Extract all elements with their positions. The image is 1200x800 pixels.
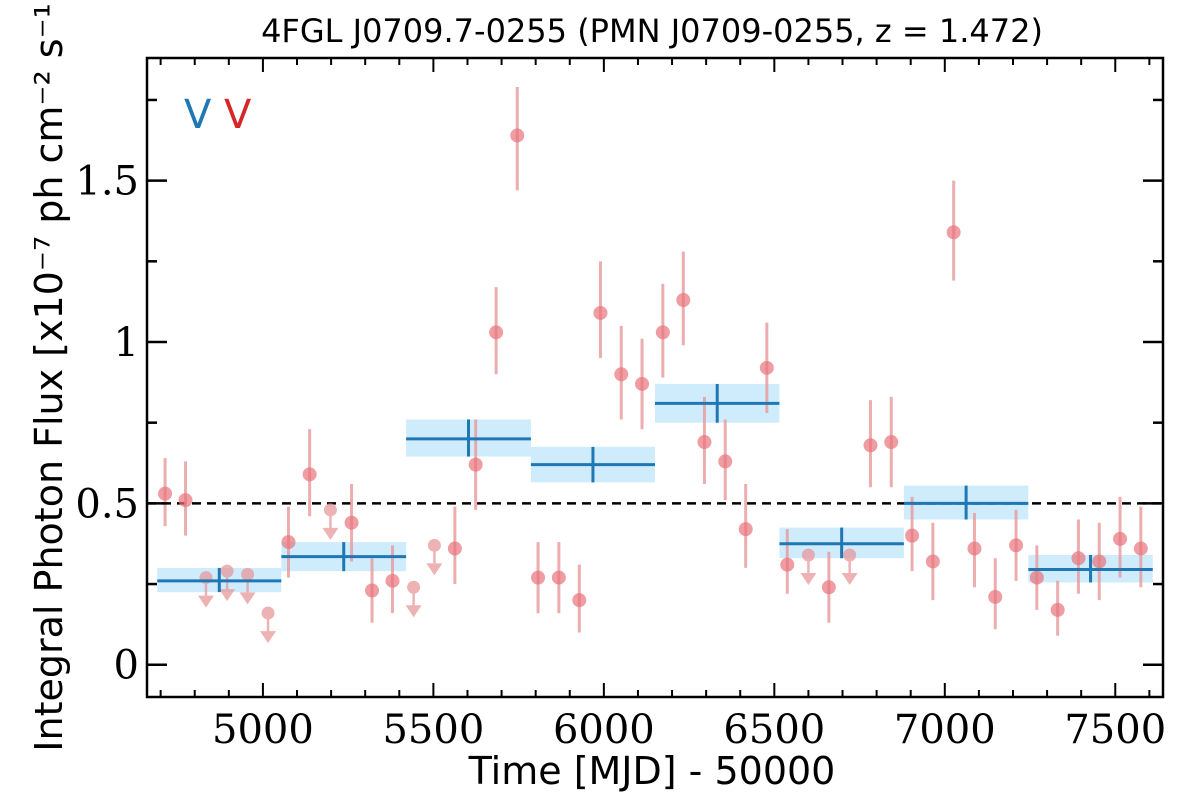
x-tick-label: 5500 bbox=[382, 707, 484, 753]
detection-point bbox=[655, 325, 670, 340]
detection-point bbox=[738, 522, 753, 537]
x-tick-label: 7000 bbox=[894, 707, 996, 753]
chart-title: 4FGL J0709.7-0255 (PMN J0709-0255, z = 1… bbox=[261, 12, 1043, 50]
detection-point bbox=[447, 541, 462, 556]
axes-frame bbox=[145, 56, 1165, 699]
detection-point bbox=[718, 454, 733, 469]
detection-point bbox=[884, 435, 899, 450]
y-tick-label: 1 bbox=[114, 320, 139, 366]
detection-point bbox=[821, 580, 836, 595]
long-bin-bands bbox=[157, 383, 1153, 593]
detection-point bbox=[593, 305, 608, 320]
upper-limit-arrow bbox=[800, 573, 817, 585]
detection-point bbox=[697, 435, 712, 450]
x-tick-label: 6500 bbox=[723, 707, 825, 753]
detection-point bbox=[614, 367, 629, 382]
legend-mark-short: V bbox=[224, 92, 252, 138]
detection-point bbox=[967, 541, 982, 556]
upper-limit-arrow bbox=[405, 605, 422, 618]
detection-point bbox=[1029, 570, 1044, 585]
y-tick-label: 0 bbox=[114, 643, 139, 689]
detection-point bbox=[572, 593, 587, 608]
detection-point bbox=[1113, 531, 1128, 546]
tick-labels: 5000 5500 6000 6500 7000 7500 0 0.5 1 1.5 bbox=[75, 159, 1166, 753]
detection-point bbox=[635, 376, 650, 391]
y-axis-label: Integral Photon Flux [x10⁻⁷ ph cm⁻² s⁻¹] bbox=[27, 0, 71, 752]
detection-point bbox=[551, 570, 566, 585]
detection-point bbox=[302, 467, 317, 482]
detection-point bbox=[988, 589, 1003, 604]
upper-limit bbox=[800, 548, 817, 585]
y-tick-label: 0.5 bbox=[75, 481, 139, 527]
upper-limit bbox=[841, 548, 858, 585]
y-tick-label: 1.5 bbox=[75, 159, 139, 205]
upper-limit-arrow bbox=[322, 527, 339, 540]
detection-point bbox=[863, 438, 878, 453]
upper-limit-arrow bbox=[260, 631, 277, 644]
detection-point bbox=[365, 583, 380, 598]
detection-point bbox=[468, 457, 483, 472]
upper-limit bbox=[260, 606, 277, 644]
detection-point bbox=[1009, 538, 1024, 553]
x-axis-label: Time [MJD] - 50000 bbox=[468, 749, 836, 793]
long-bin-markers bbox=[157, 383, 1153, 593]
detection-point bbox=[780, 557, 795, 572]
detection-point bbox=[676, 293, 691, 308]
detection-point bbox=[281, 535, 296, 550]
upper-limit-arrow bbox=[219, 589, 236, 602]
detection-point bbox=[385, 573, 400, 588]
upper-limit-arrow bbox=[239, 592, 256, 605]
detection-point bbox=[759, 360, 774, 375]
detection-point bbox=[178, 493, 193, 508]
detection-point bbox=[531, 570, 546, 585]
detection-point bbox=[946, 225, 961, 240]
upper-limit bbox=[322, 503, 339, 540]
plot-frame bbox=[145, 56, 1165, 699]
detection-point bbox=[158, 486, 173, 501]
detection-point bbox=[925, 554, 940, 569]
detection-point bbox=[1133, 541, 1148, 556]
x-tick-label: 6000 bbox=[553, 707, 655, 753]
detection-point bbox=[1071, 551, 1086, 566]
upper-limit bbox=[405, 580, 422, 618]
upper-limit-arrow bbox=[197, 595, 214, 608]
upper-limit bbox=[426, 538, 443, 576]
detection-point bbox=[1050, 602, 1065, 617]
legend-mark-long: V bbox=[184, 92, 212, 138]
detection-points bbox=[158, 87, 1148, 636]
detection-point bbox=[1092, 554, 1107, 569]
upper-limit-arrow bbox=[841, 573, 858, 585]
detection-point bbox=[510, 128, 525, 143]
x-tick-label: 5000 bbox=[212, 707, 314, 753]
upper-limit-markers bbox=[197, 503, 858, 644]
upper-limit-arrow bbox=[426, 563, 443, 576]
detection-point bbox=[344, 515, 359, 530]
upper-limit bbox=[239, 567, 256, 605]
detection-point bbox=[905, 528, 920, 543]
x-tick-label: 7500 bbox=[1064, 707, 1166, 753]
detection-point bbox=[489, 325, 504, 340]
